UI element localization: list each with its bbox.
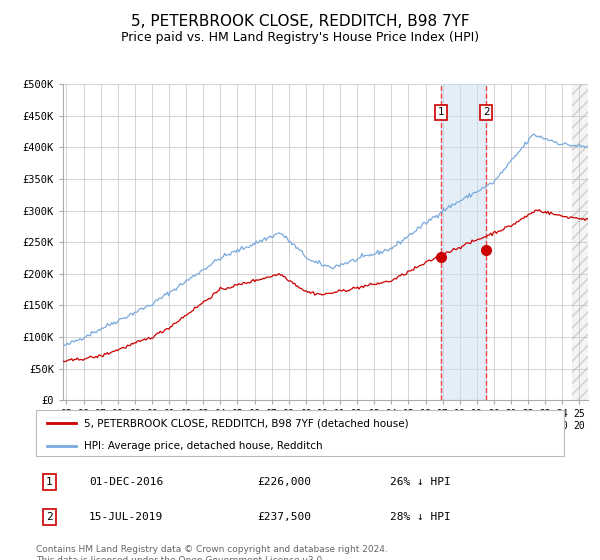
Text: 2: 2 — [46, 512, 53, 522]
Text: 1: 1 — [438, 108, 445, 118]
Text: 5, PETERBROOK CLOSE, REDDITCH, B98 7YF: 5, PETERBROOK CLOSE, REDDITCH, B98 7YF — [131, 14, 469, 29]
Text: 26% ↓ HPI: 26% ↓ HPI — [390, 477, 451, 487]
Text: Price paid vs. HM Land Registry's House Price Index (HPI): Price paid vs. HM Land Registry's House … — [121, 31, 479, 44]
Text: 15-JUL-2019: 15-JUL-2019 — [89, 512, 163, 522]
Text: 1: 1 — [46, 477, 53, 487]
Text: 5, PETERBROOK CLOSE, REDDITCH, B98 7YF (detached house): 5, PETERBROOK CLOSE, REDDITCH, B98 7YF (… — [83, 418, 408, 428]
Text: 28% ↓ HPI: 28% ↓ HPI — [390, 512, 451, 522]
Text: £237,500: £237,500 — [258, 512, 312, 522]
Bar — [441, 84, 486, 400]
Bar — [572, 84, 590, 400]
Text: 01-DEC-2016: 01-DEC-2016 — [89, 477, 163, 487]
Text: 2: 2 — [483, 108, 490, 118]
Text: Contains HM Land Registry data © Crown copyright and database right 2024.
This d: Contains HM Land Registry data © Crown c… — [36, 545, 388, 560]
Bar — [572, 84, 590, 400]
Text: HPI: Average price, detached house, Redditch: HPI: Average price, detached house, Redd… — [83, 441, 322, 451]
Text: £226,000: £226,000 — [258, 477, 312, 487]
